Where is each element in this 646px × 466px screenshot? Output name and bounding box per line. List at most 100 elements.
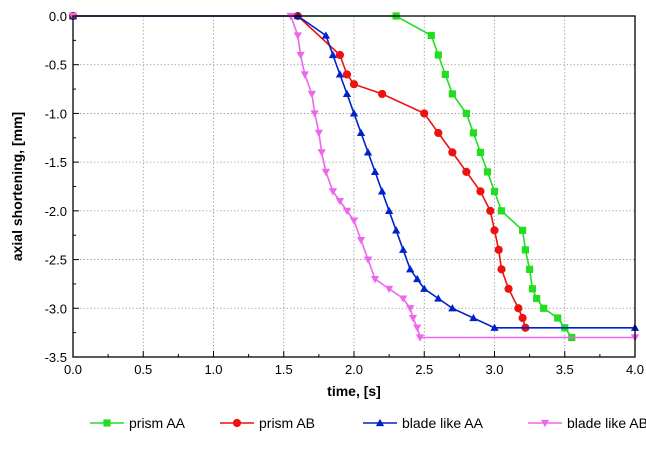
square-marker — [526, 265, 534, 273]
circle-marker — [486, 206, 495, 215]
x-tick-labels: 0.0 0.5 1.0 1.5 2.0 2.5 3.0 3.5 4.0 — [64, 362, 644, 377]
triangle-up-marker — [377, 187, 387, 195]
square-marker — [497, 207, 506, 215]
triangle-down-marker — [328, 188, 338, 196]
square-marker — [103, 419, 111, 427]
x-tick-label: 4.0 — [626, 362, 644, 377]
square-marker — [476, 148, 485, 156]
triangle-up-marker — [406, 265, 415, 273]
triangle-up-marker — [375, 418, 385, 427]
triangle-down-marker — [406, 305, 415, 313]
y-tick-label: -0.5 — [45, 58, 67, 73]
triangle-up-marker — [392, 226, 401, 234]
x-tick-label: 1.5 — [275, 362, 293, 377]
triangle-up-marker — [469, 313, 478, 322]
legend-item: prism AB — [220, 415, 315, 431]
legend-label: prism AA — [129, 415, 186, 431]
triangle-up-marker — [328, 50, 338, 59]
y-tick-label: -2.5 — [45, 253, 67, 268]
circle-marker — [232, 418, 242, 428]
triangle-down-marker — [300, 71, 309, 79]
square-marker — [521, 246, 530, 254]
series-group — [69, 12, 576, 342]
legend: prism AA prism AB blade like AA blade like … — [90, 415, 646, 431]
legend-item: blade like AB — [528, 415, 646, 431]
circle-marker — [476, 187, 485, 196]
square-marker — [533, 294, 541, 303]
triangle-down-marker — [540, 419, 550, 428]
triangle-down-marker — [310, 110, 319, 118]
square-marker — [469, 129, 478, 137]
square-marker — [490, 187, 499, 195]
triangle-up-marker — [413, 274, 422, 283]
y-tick-label: -3.0 — [45, 301, 67, 316]
triangle-down-marker — [384, 285, 394, 293]
series-group — [68, 11, 640, 331]
triangle-up-marker — [356, 128, 366, 137]
x-tick-label: 3.0 — [485, 362, 503, 377]
circle-marker — [462, 167, 471, 176]
triangle-down-marker — [408, 314, 418, 323]
legend-label: blade like AA — [402, 415, 484, 431]
triangle-up-marker — [349, 109, 359, 117]
square-marker — [434, 51, 442, 59]
circle-marker — [504, 284, 513, 293]
triangle-down-marker — [415, 334, 425, 342]
y-tick-labels: 0.0 -0.5 -1.0 -1.5 -2.0 -2.5 -3.0 -3.5 — [45, 9, 67, 365]
circle-marker — [514, 304, 523, 313]
triangle-up-marker — [321, 31, 331, 39]
circle-marker — [518, 313, 527, 323]
x-tick-label: 3.5 — [556, 362, 574, 377]
x-tick-label: 0.5 — [134, 362, 152, 377]
circle-marker — [494, 245, 503, 254]
series-line — [73, 15, 635, 329]
series-group — [68, 12, 640, 342]
triangle-down-marker — [356, 236, 366, 245]
triangle-down-marker — [317, 149, 326, 157]
square-marker — [528, 285, 537, 293]
triangle-up-marker — [342, 89, 352, 98]
triangle-down-marker — [342, 207, 352, 215]
triangle-down-marker — [370, 275, 380, 284]
square-marker — [540, 304, 548, 312]
square-marker — [519, 226, 527, 234]
x-tick-label: 2.0 — [345, 362, 363, 377]
circle-marker — [342, 70, 352, 79]
x-tick-label: 1.0 — [204, 362, 222, 377]
triangle-up-marker — [384, 206, 394, 214]
legend-label: blade like AB — [567, 415, 646, 431]
series-layer — [68, 11, 640, 342]
axis-ticks — [72, 15, 636, 358]
circle-marker — [378, 89, 387, 99]
square-marker — [448, 90, 456, 98]
legend-item: blade like AA — [363, 415, 484, 431]
triangle-down-marker — [293, 32, 302, 40]
triangle-down-marker — [413, 324, 422, 332]
triangle-up-marker — [335, 70, 345, 78]
triangle-up-marker — [448, 304, 457, 312]
triangle-down-marker — [307, 90, 316, 99]
x-tick-label: 2.5 — [415, 362, 433, 377]
triangle-down-marker — [296, 51, 305, 60]
circle-marker — [448, 148, 457, 157]
circle-marker — [335, 50, 345, 60]
y-tick-label: -2.0 — [45, 204, 67, 219]
square-marker — [483, 168, 492, 176]
circle-marker — [420, 109, 429, 118]
x-tick-label: 0.0 — [64, 362, 82, 377]
square-marker — [427, 31, 435, 40]
square-marker — [554, 314, 562, 322]
circle-marker — [490, 226, 499, 235]
triangle-up-marker — [434, 294, 443, 302]
circle-marker — [434, 128, 443, 138]
y-axis-title: axial shortening, [mm] — [9, 112, 25, 261]
y-tick-label: -3.5 — [45, 350, 67, 365]
triangle-up-marker — [399, 245, 408, 253]
legend-item: prism AA — [90, 415, 186, 431]
triangle-down-marker — [314, 129, 324, 138]
square-marker — [441, 70, 449, 79]
triangle-up-marker — [363, 148, 373, 156]
triangle-up-marker — [490, 323, 499, 331]
x-axis-title: time, [s] — [327, 383, 381, 399]
